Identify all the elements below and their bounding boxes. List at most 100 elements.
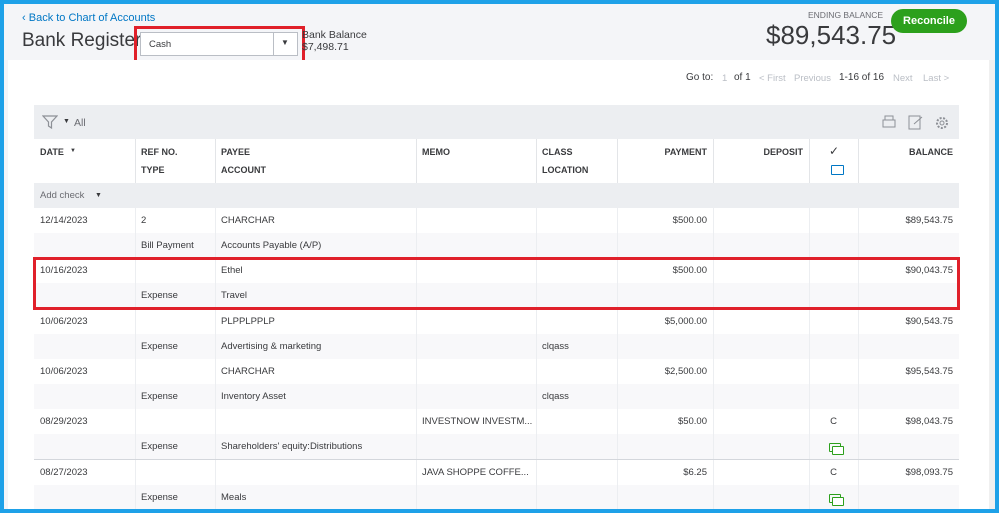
cell-divider [713, 358, 714, 409]
cell-date: 08/29/2023 [40, 416, 88, 428]
bank-balance-label: Bank Balance [302, 29, 367, 41]
page-of: of 1 [734, 72, 751, 83]
cell-date: 10/06/2023 [40, 365, 88, 377]
filter-value[interactable]: All [74, 117, 86, 129]
cell-payee: PLPPLPPLP [221, 315, 275, 327]
attachment-icon-back [832, 496, 844, 506]
cell-divider [713, 258, 714, 309]
previous-link[interactable]: Previous [794, 73, 831, 84]
header-bg [34, 139, 959, 184]
cell-balance: $98,043.75 [905, 416, 953, 428]
cell-divider [135, 409, 136, 460]
cell-payment: $500.00 [672, 265, 707, 277]
cell-balance: $98,093.75 [905, 466, 953, 478]
cell-divider [858, 409, 859, 460]
cell-divider [858, 358, 859, 409]
highlight-row-box [33, 257, 960, 310]
cell-date: 10/06/2023 [40, 315, 88, 327]
cell-payment: $500.00 [672, 215, 707, 226]
attach-header [831, 165, 844, 175]
cell-payment: $5,000.00 [664, 315, 707, 327]
cell-payment: $6.25 [683, 466, 707, 478]
cell-divider [858, 208, 859, 258]
cell-balance: $90,543.75 [905, 315, 953, 327]
cell-divider [858, 258, 859, 309]
column-header: CLASS [542, 147, 573, 157]
ending-balance: $89,543.75 [766, 20, 897, 50]
column-header: REF NO. [141, 147, 178, 157]
cell-divider [135, 308, 136, 359]
cell-divider [536, 258, 537, 309]
account-value[interactable]: Cash [149, 39, 172, 50]
cell-date: 10/16/2023 [40, 265, 88, 277]
cell-account: Accounts Payable (A/P) [221, 240, 322, 251]
page-number[interactable]: 1 [722, 73, 728, 84]
cell-divider [416, 208, 417, 258]
col-divider [135, 139, 136, 183]
dropdown-arrow[interactable]: ▼ [281, 38, 289, 47]
page-range: 1-16 of 16 [839, 72, 885, 83]
cell-divider [135, 459, 136, 509]
cell-payee: CHARCHAR [221, 365, 275, 377]
cell-divider [713, 208, 714, 258]
cell-divider [617, 409, 618, 460]
row-line2 [34, 233, 959, 259]
cell-account: Inventory Asset [221, 390, 286, 402]
row-line1 [34, 459, 959, 485]
col-divider [536, 139, 537, 183]
row-line1 [34, 258, 959, 284]
cell-divider [617, 258, 618, 309]
divider [273, 33, 274, 55]
back-link-text[interactable]: Back to Chart of Accounts [28, 12, 156, 24]
cell-divider [215, 208, 216, 258]
first-link[interactable]: < First [759, 73, 786, 84]
cell-balance: $89,543.75 [905, 215, 953, 226]
col-divider [617, 139, 618, 183]
scrollbar [989, 60, 995, 509]
cell-divider [617, 308, 618, 359]
cell-divider [215, 459, 216, 509]
bank-balance: $7,498.71 [302, 41, 349, 53]
cell-divider [215, 358, 216, 409]
register-table: DATE REF NO. PAYEE MEMO CLASS PAYMENT DEPOSIT B… [34, 139, 959, 509]
cell-divider [416, 459, 417, 509]
cell-payment: $2,500.00 [664, 365, 707, 377]
cell-account: Meals [221, 491, 247, 503]
cell-divider [215, 308, 216, 359]
row-line1 [34, 409, 959, 435]
cell-memo: JAVA SHOPPE COFFE... [422, 466, 529, 478]
cell-location: clqass [542, 340, 569, 352]
cell-divider [858, 308, 859, 359]
filter-caret[interactable]: ▼ [63, 118, 70, 125]
cell-divider [713, 459, 714, 509]
add-check-caret: ▼ [95, 192, 102, 199]
account-select[interactable]: Cash ▼ [140, 32, 298, 56]
column-header: PAYEE [221, 147, 251, 157]
cell-divider [536, 308, 537, 359]
cell-divider [809, 308, 810, 359]
cell-divider [617, 208, 618, 258]
column-header: PAYMENT [664, 147, 707, 157]
back-link[interactable]: ‹ Back to Chart of Accounts [22, 12, 156, 24]
cell-type: Bill Payment [141, 240, 194, 251]
cell-divider [617, 459, 618, 509]
cell-location: clqass [542, 390, 569, 402]
reconcile-button[interactable]: Reconcile [891, 9, 967, 33]
next-link[interactable]: Next [893, 73, 913, 84]
cell-divider [135, 358, 136, 409]
cell-divider [809, 208, 810, 258]
last-link[interactable]: Last > [923, 73, 950, 84]
cell-divider [617, 358, 618, 409]
go-to: Go to: [686, 72, 714, 83]
cell-divider [536, 208, 537, 258]
cell-account: Travel [221, 290, 248, 302]
cell-payee: Ethel [221, 265, 243, 277]
filter-icon[interactable] [42, 114, 58, 130]
toolbar-icons[interactable] [880, 114, 956, 132]
cell-divider [135, 208, 136, 258]
column-header: ACCOUNT [221, 165, 266, 175]
cell-divider [809, 459, 810, 509]
cell-cleared: C [830, 466, 837, 478]
cell-divider [416, 258, 417, 309]
